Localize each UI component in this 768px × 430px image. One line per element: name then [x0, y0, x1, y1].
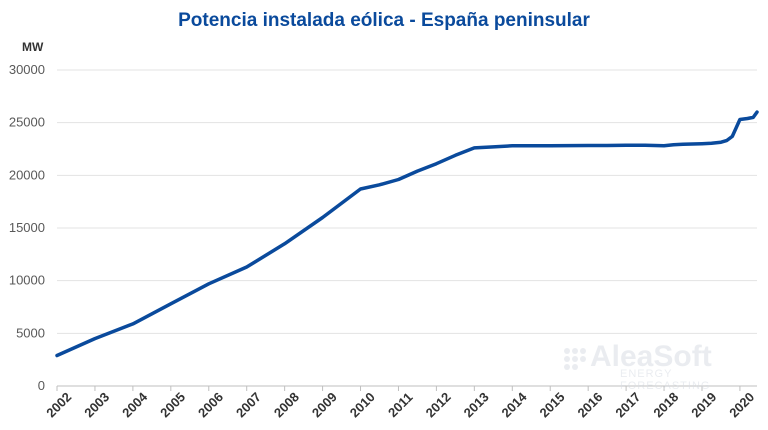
data-series [55, 110, 759, 358]
watermark-name: AleaSoft [590, 340, 712, 373]
x-tick-label: 2003 [81, 389, 112, 420]
x-tick-label: 2009 [309, 389, 340, 420]
x-tick-label: 2020 [726, 389, 757, 420]
x-tick-label: 2011 [385, 390, 416, 421]
x-tick-label: 2010 [347, 389, 378, 420]
y-tick-label: 20000 [9, 167, 45, 182]
y-tick-label: 25000 [9, 115, 45, 130]
x-tick-label: 2014 [499, 389, 531, 421]
x-tick-label: 2019 [688, 389, 719, 420]
x-tick-label: 2002 [43, 389, 74, 420]
y-axis-unit-label: MW [22, 40, 44, 54]
watermark-subtitle: ENERGY FORECASTING [620, 368, 711, 392]
x-tick-label: 2016 [574, 389, 605, 420]
x-tick-label: 2006 [195, 389, 226, 420]
x-tick-label: 2012 [423, 389, 454, 420]
x-tick-label: 2005 [157, 389, 188, 420]
y-tick-label: 0 [38, 378, 45, 393]
gridlines [57, 69, 757, 387]
y-tick-label: 5000 [16, 325, 45, 340]
chart-title: Potencia instalada eólica - España penin… [178, 10, 590, 31]
x-tick-label: 2004 [119, 389, 151, 421]
aleasoft-watermark: AleaSoft ENERGY FORECASTING [562, 340, 742, 392]
x-tick-label: 2008 [271, 389, 302, 420]
x-tick-label: 2013 [461, 389, 492, 420]
x-tick-label: 2015 [537, 389, 568, 420]
x-tick-label: 2018 [650, 389, 681, 420]
aleasoft-logo-icon [564, 348, 586, 370]
series-line [55, 110, 759, 358]
x-tick-label: 2007 [233, 389, 264, 420]
x-tick-label: 2017 [612, 389, 643, 420]
y-tick-label: 15000 [9, 220, 45, 235]
y-axis-ticks: 0 5000 10000 15000 20000 25000 30000 [9, 62, 45, 393]
y-tick-label: 30000 [9, 62, 45, 77]
y-tick-label: 10000 [9, 273, 45, 288]
